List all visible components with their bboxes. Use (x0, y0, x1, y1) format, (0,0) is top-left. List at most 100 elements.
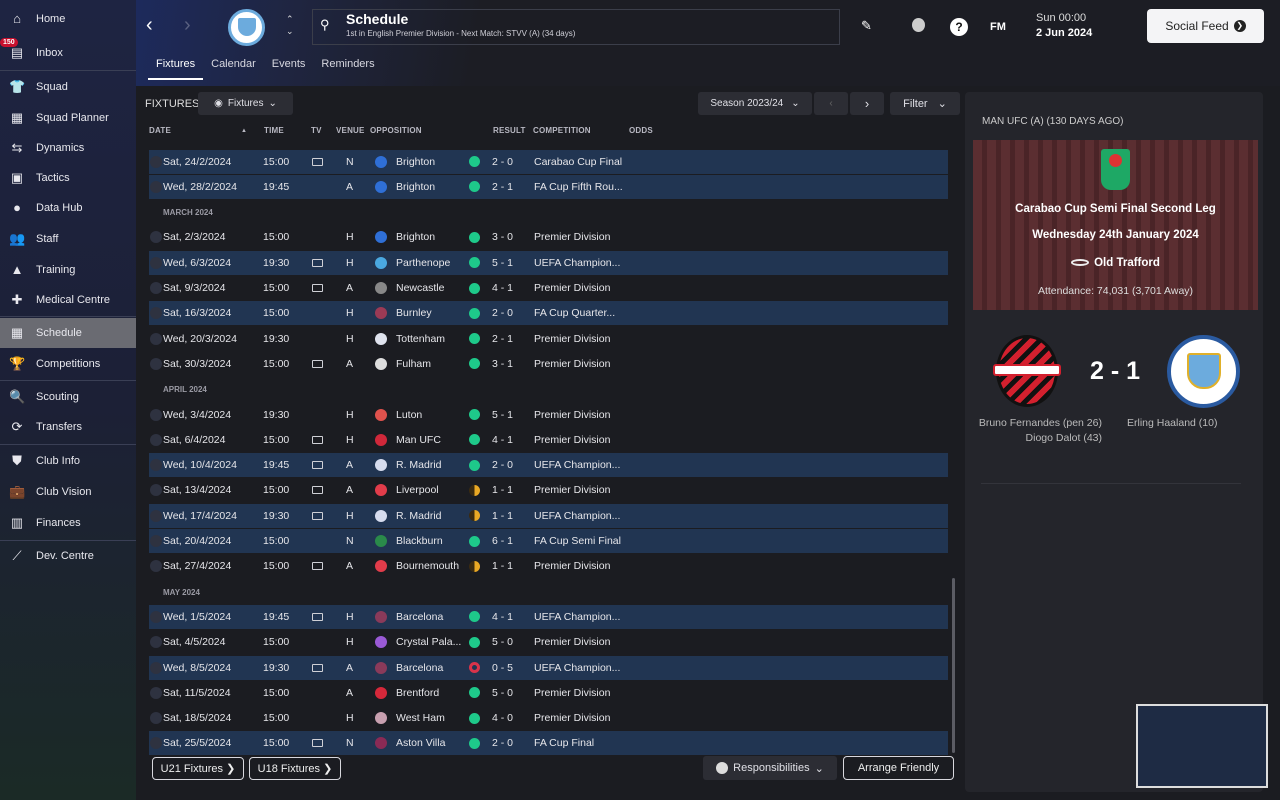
opposition-name[interactable]: West Ham (396, 712, 445, 725)
fixture-competition[interactable]: UEFA Champion... (534, 459, 621, 472)
opposition-name[interactable]: Parthenope (396, 256, 451, 269)
fixture-score[interactable]: 2 - 1 (492, 180, 514, 193)
fixture-competition[interactable]: UEFA Champion... (534, 610, 621, 623)
search-box[interactable] (312, 9, 840, 45)
sidebar-item-data-hub[interactable]: ● Data Hub (0, 193, 136, 223)
fixture-competition[interactable]: Premier Division (534, 636, 611, 649)
opposition-name[interactable]: Brighton (396, 231, 436, 244)
fixture-row[interactable]: Sat, 2/3/2024 15:00 H Brighton 3 - 0 Pre… (149, 225, 948, 249)
u18-fixtures-button[interactable]: U18 Fixtures ❯ (249, 757, 341, 780)
fixture-competition[interactable]: Premier Division (534, 332, 611, 345)
sidebar-item-home[interactable]: ⌂ Home (0, 4, 136, 34)
sidebar-item-competitions[interactable]: 🏆 Competitions (0, 349, 136, 379)
fixture-score[interactable]: 2 - 0 (492, 307, 514, 320)
filter-dropdown[interactable]: Filter ⌄ (890, 92, 960, 115)
fixture-row[interactable]: Sat, 4/5/2024 15:00 H Crystal Pala... 5 … (149, 630, 948, 654)
fixture-row[interactable]: Sat, 27/4/2024 15:00 A Bournemouth 1 - 1… (149, 554, 948, 578)
tab-reminders[interactable]: Reminders (321, 58, 375, 70)
arrange-friendly-button[interactable]: Arrange Friendly (843, 756, 954, 780)
game-date[interactable]: 2 Jun 2024 (1036, 27, 1093, 39)
fixture-row[interactable]: Wed, 17/4/2024 19:30 H R. Madrid 1 - 1 U… (149, 503, 948, 528)
fixture-row[interactable]: Wed, 28/2/2024 19:45 A Brighton 2 - 1 FA… (149, 174, 948, 199)
sidebar-item-club-info[interactable]: ⛊ Club Info (0, 446, 136, 476)
fixture-competition[interactable]: Premier Division (534, 231, 611, 244)
table-scrollbar[interactable] (952, 578, 955, 753)
club-crest[interactable] (228, 9, 265, 46)
fixture-competition[interactable]: Premier Division (534, 712, 611, 725)
fixture-score[interactable]: 0 - 5 (492, 661, 514, 674)
fixture-score[interactable]: 3 - 1 (492, 357, 514, 370)
scorer[interactable]: Diogo Dalot (43) (1025, 432, 1102, 444)
fixture-score[interactable]: 5 - 0 (492, 636, 514, 649)
tab-events[interactable]: Events (271, 58, 306, 70)
fixture-competition[interactable]: Premier Division (534, 282, 611, 294)
opposition-name[interactable]: Brighton (396, 180, 436, 193)
fixture-row[interactable]: Wed, 8/5/2024 19:30 A Barcelona 0 - 5 UE… (149, 655, 948, 680)
fixture-row[interactable]: Sat, 20/4/2024 15:00 N Blackburn 6 - 1 F… (149, 529, 948, 553)
fixture-score[interactable]: 2 - 0 (492, 459, 514, 472)
fixture-score[interactable]: 4 - 0 (492, 712, 514, 725)
opposition-name[interactable]: Crystal Pala... (396, 636, 462, 649)
fixture-score[interactable]: 1 - 1 (492, 560, 514, 573)
sidebar-item-dev-centre[interactable]: ⟋ Dev. Centre (0, 541, 136, 571)
fixture-competition[interactable]: Premier Division (534, 433, 611, 446)
back-button[interactable]: ‹ (146, 14, 153, 36)
sidebar-item-squad-planner[interactable]: ▦ Squad Planner (0, 103, 136, 133)
u21-fixtures-button[interactable]: U21 Fixtures ❯ (152, 757, 244, 780)
opposition-name[interactable]: Newcastle (396, 282, 445, 294)
opposition-name[interactable]: Tottenham (396, 332, 446, 345)
fixture-score[interactable]: 6 - 1 (492, 535, 514, 547)
opposition-name[interactable]: R. Madrid (396, 509, 442, 522)
microphone-globe-icon[interactable] (912, 18, 925, 32)
fixture-competition[interactable]: UEFA Champion... (534, 509, 621, 522)
fixture-row[interactable]: Sat, 6/4/2024 15:00 H Man UFC 4 - 1 Prem… (149, 428, 948, 452)
sidebar-item-dynamics[interactable]: ⇆ Dynamics (0, 133, 136, 163)
fixture-score[interactable]: 2 - 0 (492, 155, 514, 168)
fixture-row[interactable]: Sat, 24/2/2024 15:00 N Brighton 2 - 0 Ca… (149, 149, 948, 174)
opposition-name[interactable]: Luton (396, 408, 423, 421)
search-icon[interactable]: ⚲ (320, 17, 330, 32)
match-heading[interactable]: MAN UFC (A) (130 DAYS AGO) (982, 116, 1124, 127)
column-header-odds[interactable]: ODDS (629, 126, 653, 135)
fixture-competition[interactable]: FA Cup Final (534, 737, 595, 750)
sidebar-item-medical-centre[interactable]: ✚ Medical Centre (0, 285, 136, 315)
home-team-crest[interactable] (993, 335, 1061, 407)
opposition-name[interactable]: Man UFC (396, 433, 441, 446)
fixtures-view-dropdown[interactable]: ◉ Fixtures ⌄ (198, 92, 293, 115)
sidebar-item-staff[interactable]: 👥 Staff (0, 224, 136, 254)
next-season-button[interactable]: › (850, 92, 884, 115)
fixture-row[interactable]: Sat, 25/5/2024 15:00 N Aston Villa 2 - 0… (149, 731, 948, 756)
fm-logo[interactable]: FM (990, 21, 1006, 33)
column-header-result[interactable]: RESULT (493, 126, 526, 135)
opposition-name[interactable]: Brentford (396, 686, 440, 699)
sidebar-item-inbox[interactable]: ▤ Inbox (0, 38, 136, 68)
fixture-row[interactable]: Wed, 3/4/2024 19:30 H Luton 5 - 1 Premie… (149, 403, 948, 427)
fixture-score[interactable]: 4 - 1 (492, 282, 514, 294)
fixture-competition[interactable]: Premier Division (534, 560, 611, 573)
club-switch-arrows[interactable]: ⌃ ⌄ (286, 14, 294, 36)
scorer[interactable]: Bruno Fernandes (pen 26) (978, 417, 1102, 429)
fixture-row[interactable]: Wed, 6/3/2024 19:30 H Parthenope 5 - 1 U… (149, 250, 948, 275)
fixture-score[interactable]: 4 - 1 (492, 433, 514, 446)
previous-season-button[interactable]: ‹ (814, 92, 848, 115)
fixture-row[interactable]: Sat, 13/4/2024 15:00 A Liverpool 1 - 1 P… (149, 478, 948, 502)
edit-icon[interactable]: ✎ (861, 18, 872, 33)
fixture-row[interactable]: Wed, 20/3/2024 19:30 H Tottenham 2 - 1 P… (149, 327, 948, 351)
sidebar-item-squad[interactable]: 👕 Squad (0, 72, 136, 102)
season-dropdown[interactable]: Season 2023/24 ⌄ (698, 92, 812, 115)
fixture-competition[interactable]: FA Cup Quarter... (534, 307, 616, 320)
sidebar-item-training[interactable]: ▲ Training (0, 255, 136, 285)
away-team-crest[interactable] (1167, 335, 1240, 408)
fixture-row[interactable]: Wed, 1/5/2024 19:45 H Barcelona 4 - 1 UE… (149, 604, 948, 629)
opposition-name[interactable]: Burnley (396, 307, 432, 320)
column-header-venue[interactable]: VENUE (336, 126, 365, 135)
column-header-competition[interactable]: COMPETITION (533, 126, 591, 135)
help-icon[interactable]: ? (950, 18, 968, 36)
fixture-row[interactable]: Sat, 9/3/2024 15:00 A Newcastle 4 - 1 Pr… (149, 276, 948, 300)
column-header-tv[interactable]: TV (311, 126, 322, 135)
fixture-row[interactable]: Wed, 10/4/2024 19:45 A R. Madrid 2 - 0 U… (149, 453, 948, 478)
fixture-row[interactable]: Sat, 30/3/2024 15:00 A Fulham 3 - 1 Prem… (149, 352, 948, 376)
sort-ascending-icon[interactable]: ▲ (241, 128, 248, 134)
column-header-time[interactable]: TIME (264, 126, 284, 135)
fixture-score[interactable]: 1 - 1 (492, 484, 514, 497)
